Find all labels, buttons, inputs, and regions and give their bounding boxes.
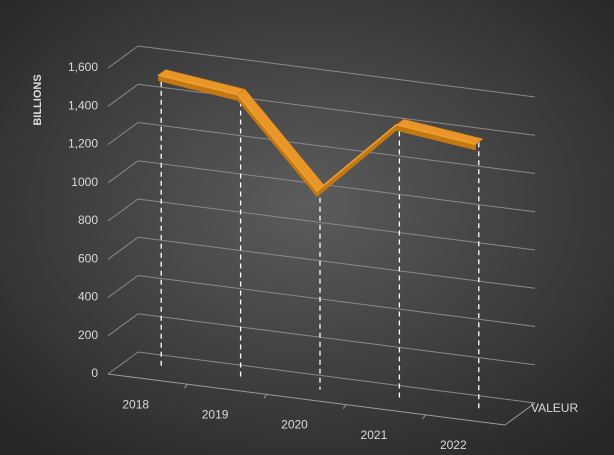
y-tick-label: 1000	[71, 175, 98, 189]
x-tick-label: 2020	[281, 418, 308, 432]
grid-line	[107, 274, 536, 327]
grid-line	[107, 351, 536, 404]
grid-line	[107, 45, 536, 98]
grid-line	[107, 198, 536, 251]
x-tick-label: 2021	[361, 428, 388, 442]
x-tick	[263, 394, 268, 399]
ribbon-front	[317, 124, 397, 197]
y-tick-label: 1,600	[68, 60, 98, 74]
y-tick-label: 0	[91, 366, 98, 380]
grid-line	[107, 236, 536, 289]
ribbon-front	[396, 124, 476, 151]
y-tick-label: 400	[78, 290, 98, 304]
x-tick	[183, 383, 188, 389]
y-tick-label: 600	[78, 251, 98, 265]
x-tick-label: 2019	[202, 407, 229, 421]
grid-line	[107, 160, 536, 213]
grid-line	[107, 121, 536, 174]
x-tick	[342, 404, 347, 409]
y-tick-label: 1,200	[68, 137, 98, 151]
grid-line	[107, 83, 536, 136]
depth-axis-line	[504, 402, 536, 426]
y-tick-label: 200	[78, 328, 98, 342]
x-tick-label: 2022	[440, 438, 467, 452]
ribbon-front	[237, 94, 317, 197]
x-tick-label: 2018	[122, 397, 149, 411]
depth-axis-label: VALEUR	[531, 401, 578, 415]
x-tick	[422, 414, 427, 420]
series-line	[158, 74, 476, 193]
ribbon-front	[158, 75, 238, 101]
grid-line	[107, 313, 536, 366]
x-axis-line	[107, 373, 506, 426]
y-axis-title: BILLIONS	[32, 74, 44, 125]
y-tick-label: 1,400	[68, 98, 98, 112]
y-tick-label: 800	[78, 213, 98, 227]
